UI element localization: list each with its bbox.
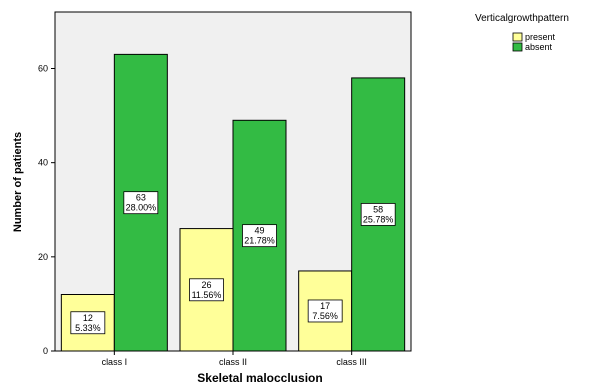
- data-label-count: 17: [320, 301, 330, 311]
- data-label-count: 26: [201, 280, 211, 290]
- data-label-count: 12: [83, 313, 93, 323]
- legend-swatch-absent: [512, 42, 523, 52]
- x-tick-label: class I: [102, 357, 128, 367]
- data-label-box: [360, 203, 396, 226]
- x-tick-label: class III: [336, 357, 367, 367]
- data-label-percent: 25.78%: [363, 214, 394, 224]
- bar-data-label: 125.33%: [70, 311, 106, 335]
- legend-label-absent: absent: [525, 42, 553, 52]
- data-label-count: 63: [136, 193, 146, 203]
- y-tick-label: 0: [43, 346, 48, 356]
- data-label-count: 58: [373, 204, 383, 214]
- data-label-box: [189, 278, 224, 302]
- legend-title: Verticalgrowthpattern: [475, 13, 569, 24]
- y-tick-label: 60: [38, 64, 48, 74]
- bar-data-label: 177.56%: [307, 299, 343, 323]
- x-axis-title: Skeletal malocclusion: [197, 371, 322, 385]
- legend-swatch-present: [512, 32, 523, 42]
- data-label-box: [307, 299, 343, 323]
- legend-label-present: present: [525, 32, 556, 42]
- data-label-percent: 5.33%: [75, 323, 101, 333]
- data-label-box: [123, 191, 159, 215]
- y-axis-title: Number of patients: [12, 132, 24, 232]
- x-tick-label: class II: [219, 357, 247, 367]
- data-label-count: 49: [254, 226, 264, 236]
- y-axis: 0 20 40 60: [38, 64, 55, 356]
- data-label-percent: 21.78%: [244, 236, 275, 246]
- data-label-percent: 11.56%: [192, 290, 222, 300]
- data-label-percent: 7.56%: [312, 311, 338, 321]
- y-tick-label: 20: [38, 252, 48, 262]
- data-label-box: [70, 311, 106, 335]
- data-label-box: [242, 224, 277, 248]
- y-tick-label: 40: [38, 158, 48, 168]
- x-axis: class I class II class III: [102, 351, 367, 367]
- data-label-percent: 28.00%: [126, 203, 157, 213]
